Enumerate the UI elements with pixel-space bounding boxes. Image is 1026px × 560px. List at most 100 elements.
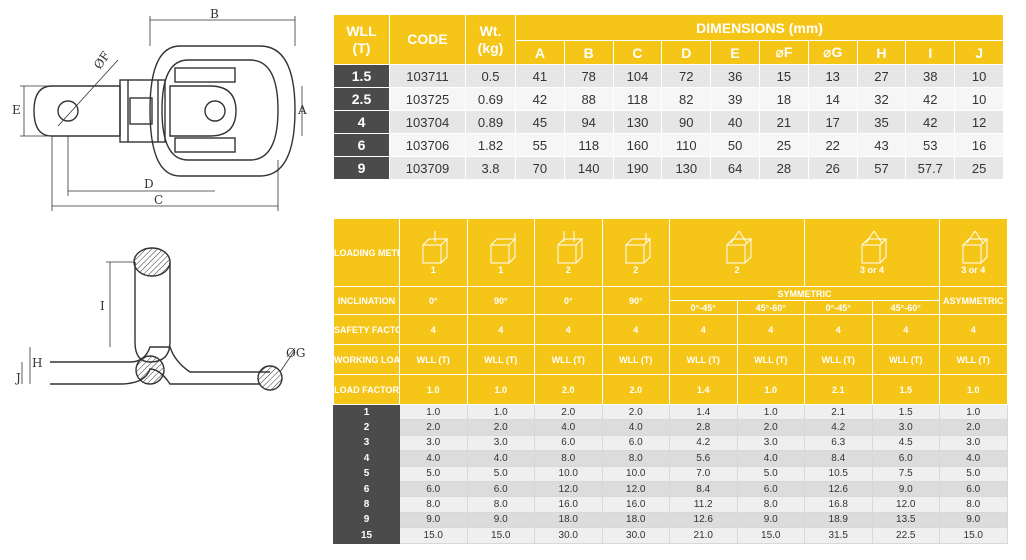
table-cell: 5.6	[669, 450, 738, 467]
table-cell: 10.0	[601, 465, 670, 482]
table-cell: 15.0	[466, 527, 535, 544]
table-cell: 27	[856, 64, 907, 88]
table-cell: 10	[954, 87, 1005, 111]
table-cell: 9.0	[939, 511, 1008, 529]
table-cell: 2.0	[601, 403, 670, 421]
table-cell: 13.5	[871, 511, 940, 529]
loading-method-cell: 3 or 4	[804, 218, 940, 287]
wll-cell: 4	[333, 450, 400, 467]
loading-method-cell: 2	[669, 218, 805, 287]
load-factor-cell: 1.0	[466, 374, 535, 405]
table-cell: 9.0	[871, 480, 940, 498]
table-cell: 1.0	[939, 403, 1008, 421]
table-cell: 8.0	[939, 496, 1008, 513]
load-factor-cell: 1.0	[399, 374, 468, 405]
table-cell: 15.0	[939, 527, 1008, 544]
table-cell: 104	[612, 64, 663, 88]
table-cell: 10	[954, 64, 1005, 88]
table-cell: 4.0	[534, 419, 603, 436]
table-cell: 6.0	[466, 480, 535, 498]
table-cell: 5.0	[399, 465, 468, 482]
table-cell: 88	[563, 87, 614, 111]
table-row: 8 8.0 8.0 16.0 16.0 11.2 8.0 16.8 12.0 8.0	[333, 496, 1008, 513]
table-cell: 4.0	[466, 450, 535, 467]
table-cell: 2.0	[399, 419, 468, 436]
table-cell: 25	[758, 133, 809, 157]
table-cell: 8.0	[601, 450, 670, 467]
table-cell: 8.0	[736, 496, 805, 513]
dim-col-header: A	[515, 40, 565, 65]
table-cell: 4.0	[601, 419, 670, 436]
table-cell: 15	[758, 64, 809, 88]
table-cell: 0.89	[465, 110, 516, 134]
label-i: I	[100, 299, 105, 313]
table-cell: 118	[563, 133, 614, 157]
loading-method-cell: 1	[466, 218, 535, 287]
loading-method-cell: 2	[601, 218, 670, 287]
table-cell: 1.4	[669, 403, 738, 421]
table-cell: 2.0	[736, 419, 805, 436]
table-cell: 103706	[389, 133, 466, 157]
table-cell: 70	[515, 156, 565, 180]
table-cell: 6.3	[804, 434, 873, 452]
table-cell: 6.0	[939, 480, 1008, 498]
wll-cell: 5	[333, 465, 400, 482]
dim-col-header: B	[563, 40, 614, 65]
table-cell: 5.0	[466, 465, 535, 482]
table-cell: 118	[612, 87, 663, 111]
wll-unit-cell: WLL (T)	[534, 344, 603, 375]
safety-factor-cell: 4	[534, 314, 603, 345]
wll-unit-cell: WLL (T)	[466, 344, 535, 375]
wll-unit-cell: WLL (T)	[736, 344, 805, 375]
table-cell: 31.5	[804, 527, 873, 544]
table-cell: 190	[612, 156, 663, 180]
sym-inclination-1: 0°-45°	[669, 300, 738, 315]
table-cell: 3.0	[736, 434, 805, 452]
load-factor-cell: 1.4	[669, 374, 738, 405]
leg-count: 3 or 4	[859, 264, 884, 275]
label-c: C	[154, 193, 163, 207]
label-f: ØF	[91, 49, 113, 72]
leg-count: 1	[498, 264, 504, 275]
table-cell: 15.0	[399, 527, 468, 544]
sym-inclination-4: 45°-60°	[871, 300, 940, 315]
table-cell: 25	[954, 156, 1005, 180]
table-cell: 3.0	[466, 434, 535, 452]
table-cell: 35	[856, 110, 907, 134]
dim-col-header: ⌀F	[758, 40, 809, 65]
table-cell: 28	[758, 156, 809, 180]
table-cell: 5.0	[736, 465, 805, 482]
table-cell: 2.8	[669, 419, 738, 436]
table-cell: 26	[807, 156, 858, 180]
table-cell: 17	[807, 110, 858, 134]
loading-method-cell: 2	[534, 218, 603, 287]
safety-factor-cell: 4	[601, 314, 670, 345]
table-cell: 4.2	[669, 434, 738, 452]
table-cell: 40	[710, 110, 760, 134]
leg-count: 2	[734, 264, 740, 275]
table-cell: 18.0	[534, 511, 603, 529]
table-cell: 42	[905, 110, 956, 134]
safety-factor-cell: 4	[804, 314, 873, 345]
table-cell: 42	[515, 87, 565, 111]
table-cell: 32	[856, 87, 907, 111]
load-factor-cell: 2.0	[534, 374, 603, 405]
dim-col-header: D	[661, 40, 712, 65]
leg-count: 2	[633, 264, 639, 275]
safety-factor-cell: 4	[736, 314, 805, 345]
table-row: 9 9.0 9.0 18.0 18.0 12.6 9.0 18.9 13.5 9.0	[333, 511, 1008, 529]
table-cell: 10.0	[534, 465, 603, 482]
table-cell: 9.0	[399, 511, 468, 529]
table-cell: 10.5	[804, 465, 873, 482]
label-b: B	[210, 8, 219, 21]
table-cell: 13	[807, 64, 858, 88]
wll-cell: 6	[333, 133, 390, 157]
load-factor-cell: 2.0	[601, 374, 670, 405]
wll-unit-cell: WLL (T)	[601, 344, 670, 375]
table-cell: 6.0	[601, 434, 670, 452]
cube-side-lift-icon	[468, 231, 534, 265]
table-cell: 103704	[389, 110, 466, 134]
dim-col-header: H	[856, 40, 907, 65]
safety-factor-cell: 4	[466, 314, 535, 345]
leg-count: 1	[430, 264, 436, 275]
